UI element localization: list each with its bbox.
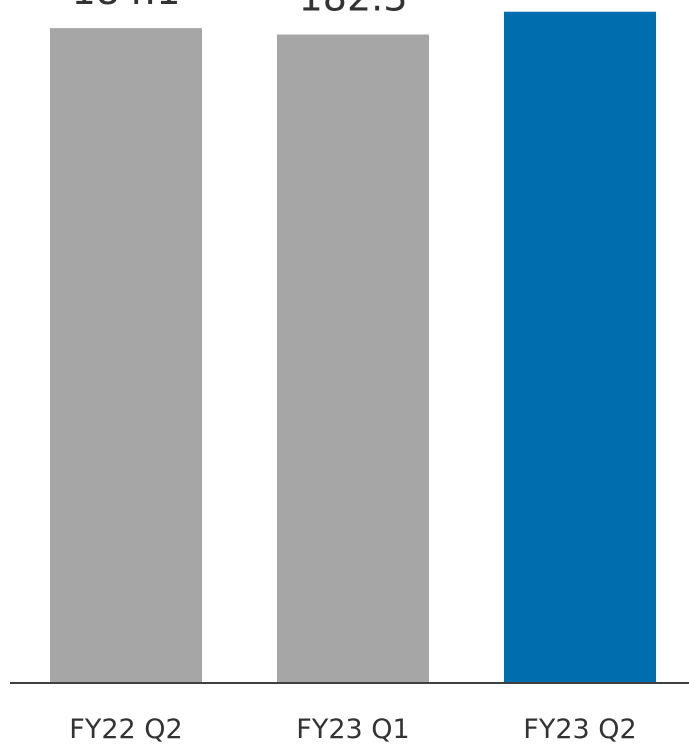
x-tick-labels-group: FY22 Q2 FY23 Q1 FY23 Q2	[69, 714, 636, 745]
x-tick-label-0: FY22 Q2	[69, 714, 182, 745]
x-tick-label-1: FY23 Q1	[296, 714, 409, 745]
bar-value-label-0: 184.1	[72, 0, 181, 13]
value-labels-group: 184.1182.3188.7	[72, 0, 408, 20]
bar-2	[504, 11, 656, 683]
bars-group	[50, 11, 656, 684]
x-tick-label-2: FY23 Q2	[523, 714, 636, 745]
bar-1	[277, 34, 429, 683]
bar-value-label-1: 182.3	[299, 0, 408, 20]
bar-0	[50, 28, 202, 684]
